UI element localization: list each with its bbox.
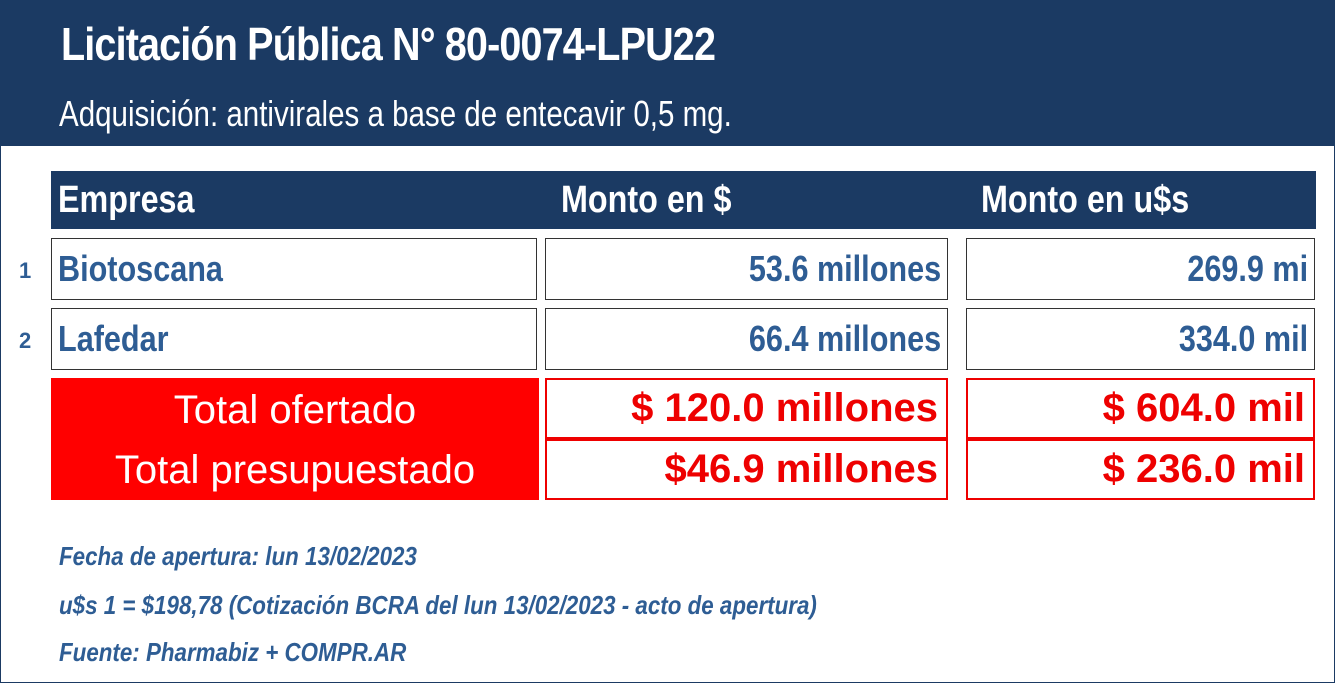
page-subtitle: Adquisición: antivirales a base de entec… xyxy=(59,93,732,134)
table-cell-monto-pesos: 66.4 millones xyxy=(545,308,948,370)
page-title: Licitación Pública N° 80-0074-LPU22 xyxy=(61,18,716,70)
monto-pesos-value: 66.4 millones xyxy=(748,318,941,359)
total-ofertado-pesos: $ 120.0 millones xyxy=(545,378,948,439)
monto-pesos-value: 53.6 millones xyxy=(748,248,941,289)
total-presupuestado-usd: $ 236.0 mil xyxy=(966,439,1315,500)
monto-usd-value: 269.9 mi xyxy=(1187,248,1308,289)
column-header-monto-pesos: Monto en $ xyxy=(561,179,732,221)
totals-label-box: Total ofertado Total presupuestado xyxy=(51,378,539,500)
column-header-empresa: Empresa xyxy=(58,179,195,221)
table-cell-monto-usd: 334.0 mil xyxy=(966,308,1315,370)
empresa-name: Biotoscana xyxy=(58,248,223,289)
column-header-monto-usd: Monto en u$s xyxy=(981,179,1190,221)
table-cell-empresa: Biotoscana xyxy=(51,238,537,300)
fuente-note: Fuente: Pharmabiz + COMPR.AR xyxy=(59,637,407,667)
fecha-apertura-note: Fecha de apertura: lun 13/02/2023 xyxy=(59,541,417,571)
total-ofertado-usd: $ 604.0 mil xyxy=(966,378,1315,439)
total-ofertado-label: Total ofertado xyxy=(173,388,417,432)
table-header: Empresa Monto en $ Monto en u$s xyxy=(51,171,1316,229)
row-number: 1 xyxy=(19,258,32,283)
monto-usd-value: 334.0 mil xyxy=(1178,318,1308,359)
total-presupuestado-pesos: $46.9 millones xyxy=(545,439,948,500)
header-banner: Licitación Pública N° 80-0074-LPU22 Adqu… xyxy=(1,1,1334,146)
table-cell-monto-pesos: 53.6 millones xyxy=(545,238,948,300)
row-number: 2 xyxy=(19,328,32,353)
cotizacion-note: u$s 1 = $198,78 (Cotización BCRA del lun… xyxy=(59,590,817,620)
table-cell-monto-usd: 269.9 mi xyxy=(966,238,1315,300)
table-cell-empresa: Lafedar xyxy=(51,308,537,370)
empresa-name: Lafedar xyxy=(58,318,169,359)
total-presupuestado-label: Total presupuestado xyxy=(114,448,476,492)
